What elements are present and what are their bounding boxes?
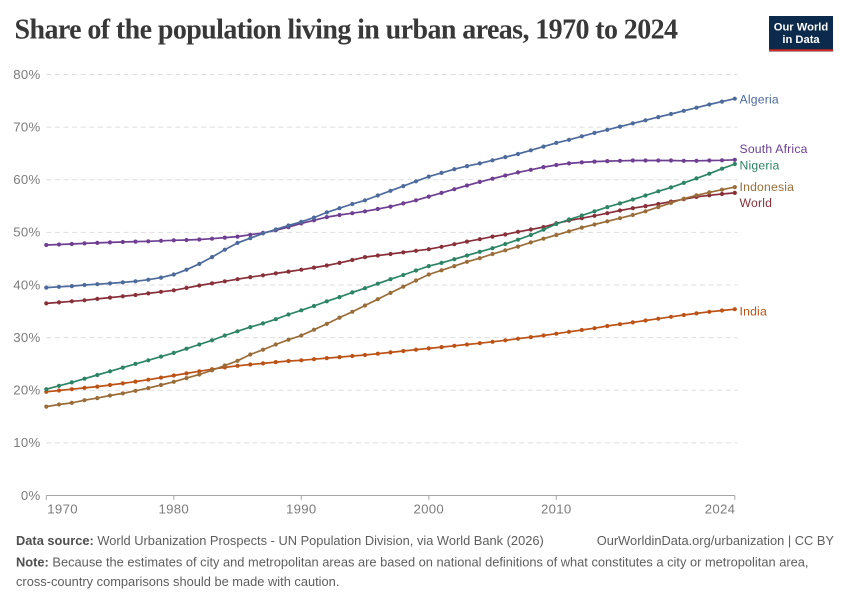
- svg-text:Nigeria: Nigeria: [740, 158, 780, 172]
- svg-text:OurWorldinData.org/urbanizatio: OurWorldinData.org/urbanization | CC BY: [597, 533, 835, 548]
- svg-text:cross-country comparisons shou: cross-country comparisons should be made…: [16, 574, 339, 589]
- svg-text:10%: 10%: [13, 435, 40, 450]
- svg-text:40%: 40%: [13, 277, 40, 292]
- svg-text:60%: 60%: [13, 172, 40, 187]
- svg-text:Share of the population living: Share of the population living in urban …: [15, 15, 678, 46]
- svg-text:20%: 20%: [13, 383, 40, 398]
- svg-text:2010: 2010: [541, 502, 572, 517]
- svg-text:World: World: [740, 196, 773, 210]
- svg-text:2000: 2000: [414, 502, 445, 517]
- svg-text:in Data: in Data: [782, 34, 820, 46]
- svg-text:1980: 1980: [159, 502, 190, 517]
- svg-text:Algeria: Algeria: [740, 92, 779, 106]
- svg-text:Indonesia: Indonesia: [740, 180, 795, 194]
- svg-text:30%: 30%: [13, 330, 40, 345]
- svg-text:2024: 2024: [705, 502, 736, 517]
- svg-text:South Africa: South Africa: [740, 142, 808, 156]
- svg-text:Note: Because the estimates of: Note: Because the estimates of city and …: [16, 555, 808, 570]
- svg-text:Our World: Our World: [774, 22, 829, 34]
- svg-text:50%: 50%: [13, 225, 40, 240]
- svg-text:1990: 1990: [286, 502, 317, 517]
- svg-text:70%: 70%: [13, 119, 40, 134]
- svg-text:0%: 0%: [21, 488, 41, 503]
- svg-text:80%: 80%: [13, 67, 40, 82]
- svg-text:Data source: World Urbanizatio: Data source: World Urbanization Prospect…: [16, 533, 544, 548]
- svg-text:India: India: [740, 304, 767, 318]
- svg-text:1970: 1970: [47, 502, 78, 517]
